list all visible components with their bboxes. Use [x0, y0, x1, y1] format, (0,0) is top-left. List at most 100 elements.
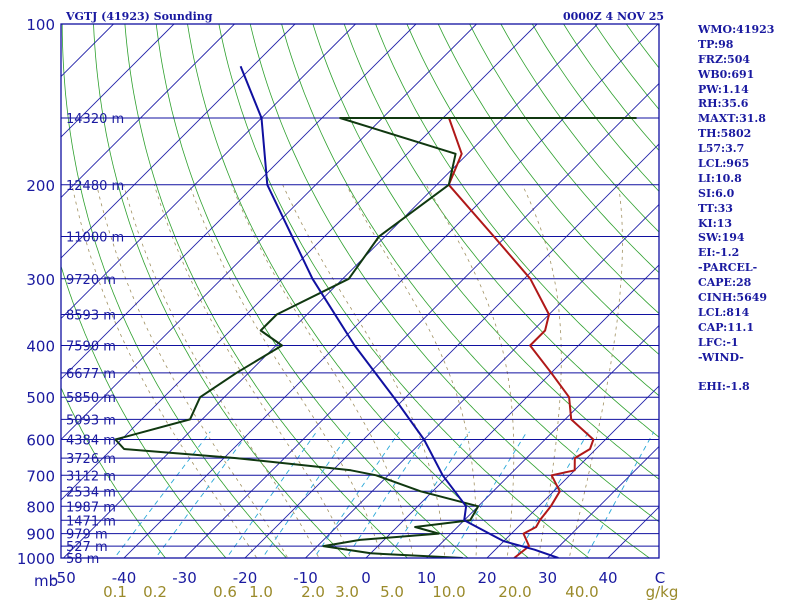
height-label: 9720 m — [66, 273, 116, 288]
mixing-ratio-label: 3.0 — [335, 583, 359, 600]
dry-adiabat — [155, 24, 469, 558]
temperature-tick-label: C — [655, 569, 665, 587]
moist-adiabat — [96, 184, 289, 558]
pressure-tick-label: 100 — [26, 16, 55, 34]
isotherm — [365, 264, 659, 558]
mixing-ratio-label: g/kg — [646, 583, 679, 600]
temperature-tick-label: -10 — [293, 569, 318, 587]
index-item: EI:-1.2 — [698, 246, 740, 260]
pressure-tick-label: 800 — [26, 498, 55, 516]
index-item: LCL:814 — [698, 305, 750, 319]
mixing-ratio-label: 0.6 — [213, 583, 237, 600]
mixing-ratio-line — [261, 431, 351, 558]
temperature-tick-label: -40 — [112, 569, 137, 587]
index-item: WB0:691 — [698, 67, 755, 81]
mixing-ratio-line — [345, 431, 430, 558]
height-label: 58 m — [66, 552, 99, 567]
index-item: -WIND- — [698, 350, 744, 364]
pressure-tick-label: 200 — [26, 177, 55, 195]
index-item: TT:33 — [698, 201, 733, 215]
height-label: 6677 m — [66, 367, 116, 382]
index-item: MAXT:31.8 — [698, 112, 766, 126]
index-item: LI:10.8 — [698, 171, 742, 185]
mixing-ratio-line — [226, 431, 318, 558]
index-item: TH:5802 — [698, 127, 752, 141]
index-item: SW:194 — [698, 231, 745, 245]
pressure-tick-label: 900 — [26, 526, 55, 544]
mixing-ratio-line — [515, 431, 589, 558]
isotherm — [61, 24, 296, 259]
isotherm — [123, 24, 659, 558]
isotherm — [486, 385, 659, 558]
height-label: 4384 m — [66, 434, 116, 449]
isotherm — [61, 24, 538, 501]
moist-adiabat — [153, 184, 351, 558]
height-label: 11000 m — [66, 230, 124, 245]
mixing-ratio-line — [584, 431, 655, 558]
mixing-ratio-line — [387, 431, 470, 558]
dry-adiabat — [61, 386, 166, 558]
sounding-indices: WMO:41923 TP:98 FRZ:504 WB0:691 PW:1.14 RH:35… — [698, 23, 774, 395]
height-label: 1471 m — [66, 514, 116, 529]
isotherm — [61, 24, 356, 320]
moist-adiabat — [71, 184, 258, 558]
height-label: 3112 m — [66, 469, 116, 484]
moist-adiabat — [123, 184, 320, 558]
isotherm — [61, 24, 417, 380]
index-item: SI:6.0 — [698, 186, 735, 200]
index-item: EHI:-1.8 — [698, 380, 750, 394]
isotherm — [305, 203, 659, 558]
height-label: 1987 m — [66, 500, 116, 515]
plot-frame — [60, 23, 660, 559]
moist-adiabat — [189, 184, 383, 558]
height-label: 7590 m — [66, 340, 116, 355]
temperature-tick-label: 40 — [598, 569, 617, 587]
height-label: 527 m — [66, 540, 108, 555]
index-item: WMO:41923 — [698, 23, 775, 36]
mixing-ratio-label: 20.0 — [498, 583, 531, 600]
temperature-tick-label: 30 — [538, 569, 557, 587]
index-item: CAP:11.1 — [698, 320, 755, 334]
mixing-ratio-label: 0.2 — [143, 583, 167, 600]
index-item: FRZ:504 — [698, 52, 751, 66]
index-item: L57:3.7 — [698, 142, 745, 156]
mixing-ratio-line — [313, 431, 400, 558]
mixing-ratio-label: 1.0 — [249, 583, 273, 600]
pressure-tick-label: 700 — [26, 467, 55, 485]
mixing-ratio-line — [113, 431, 211, 558]
pressure-tick-label: 400 — [26, 338, 55, 356]
temperature-profile — [447, 117, 595, 558]
index-item: LCL:965 — [698, 157, 750, 171]
dry-adiabat — [249, 24, 651, 558]
temperature-tick-label: -20 — [233, 569, 258, 587]
index-item: RH:35.6 — [698, 97, 749, 111]
temperature-tick-label: 10 — [417, 569, 436, 587]
index-item — [698, 365, 774, 380]
mixing-ratio-line — [449, 431, 528, 558]
dry-adiabat — [61, 264, 227, 558]
valid-time: 0000Z 4 NOV 25 — [563, 10, 664, 23]
mixing-ratio-label: 5.0 — [380, 583, 404, 600]
pressure-tick-label: 1000 — [17, 550, 55, 568]
moist-adiabat — [231, 184, 414, 558]
isotherm — [426, 324, 659, 558]
height-label: 8593 m — [66, 309, 116, 324]
temperature-tick-label: -30 — [172, 569, 197, 587]
pressure-unit-label: mb — [34, 572, 58, 590]
moist-adiabat — [345, 184, 477, 558]
pressure-tick-label: 600 — [26, 432, 55, 450]
moist-adiabat — [282, 184, 446, 558]
index-item: CINH:5649 — [698, 291, 768, 305]
index-item: -PARCEL- — [698, 261, 758, 275]
mixing-ratio-label: 40.0 — [565, 583, 598, 600]
mixing-ratio-label: 2.0 — [301, 583, 325, 600]
mixing-ratio-label: 0.1 — [103, 583, 127, 600]
moist-adiabat — [425, 184, 515, 558]
station-title: VGTJ (41923) Sounding — [65, 10, 213, 23]
height-label: 12480 m — [66, 179, 124, 194]
height-label: 14320 m — [66, 112, 124, 127]
height-label: 3726 m — [66, 452, 116, 467]
mixing-ratio-line — [154, 431, 250, 558]
index-item: KI:13 — [698, 216, 733, 230]
temperature-tick-label: -50 — [51, 569, 76, 587]
